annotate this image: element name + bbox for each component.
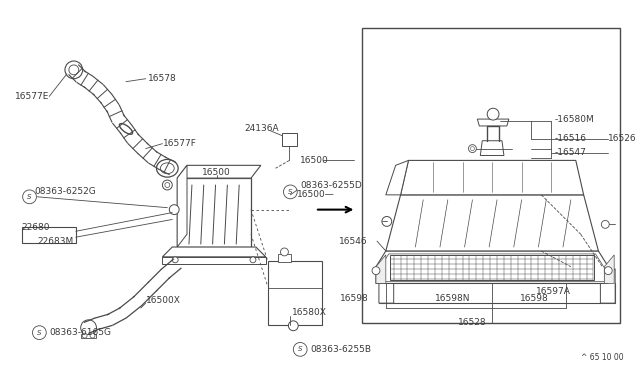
Polygon shape: [177, 165, 187, 247]
Circle shape: [293, 343, 307, 356]
Ellipse shape: [157, 160, 178, 177]
Text: 08363-6255B: 08363-6255B: [310, 345, 371, 354]
Circle shape: [170, 205, 179, 215]
Ellipse shape: [120, 124, 132, 134]
Text: S: S: [28, 194, 32, 200]
Circle shape: [604, 267, 612, 275]
Circle shape: [163, 180, 172, 190]
Polygon shape: [376, 255, 386, 283]
Circle shape: [22, 190, 36, 204]
Polygon shape: [379, 283, 615, 303]
Text: 08363-6255D: 08363-6255D: [300, 180, 362, 189]
Polygon shape: [376, 251, 608, 283]
Text: 16500X: 16500X: [146, 296, 180, 305]
Polygon shape: [163, 257, 266, 264]
Text: 16578: 16578: [148, 74, 177, 83]
Bar: [268, 261, 322, 325]
Polygon shape: [379, 269, 394, 303]
Text: -16580M: -16580M: [554, 115, 594, 124]
Circle shape: [470, 147, 474, 151]
Polygon shape: [282, 133, 297, 146]
Text: ^ 65 10 00: ^ 65 10 00: [580, 353, 623, 362]
Circle shape: [165, 183, 170, 187]
Polygon shape: [177, 178, 251, 247]
Bar: [278, 254, 291, 262]
Polygon shape: [177, 165, 261, 178]
Circle shape: [81, 320, 97, 336]
Bar: [390, 255, 595, 280]
Polygon shape: [401, 160, 584, 195]
Text: 16580X: 16580X: [292, 308, 327, 317]
Circle shape: [33, 326, 46, 340]
Polygon shape: [386, 160, 408, 195]
Text: 16577E: 16577E: [15, 92, 49, 101]
Polygon shape: [81, 334, 97, 337]
Circle shape: [69, 65, 79, 75]
Text: 16597A: 16597A: [536, 287, 572, 296]
Circle shape: [372, 267, 380, 275]
Polygon shape: [600, 269, 615, 303]
Polygon shape: [163, 247, 266, 257]
Circle shape: [250, 257, 256, 263]
Circle shape: [82, 333, 87, 338]
Text: 22680: 22680: [22, 223, 50, 232]
Text: 08363-6252G: 08363-6252G: [35, 187, 96, 196]
Text: 16500—: 16500—: [297, 190, 335, 199]
Circle shape: [90, 333, 95, 338]
Polygon shape: [480, 141, 504, 155]
Circle shape: [382, 217, 392, 226]
Circle shape: [602, 221, 609, 228]
Circle shape: [172, 257, 178, 263]
Bar: [362, 28, 620, 323]
Circle shape: [289, 321, 298, 331]
Bar: [22, 227, 76, 243]
Text: 16500: 16500: [202, 168, 231, 177]
Text: 16528: 16528: [458, 318, 487, 327]
Circle shape: [468, 145, 476, 153]
Text: S: S: [288, 189, 292, 195]
Text: 16598N: 16598N: [435, 294, 470, 303]
Circle shape: [280, 248, 289, 256]
Polygon shape: [380, 254, 604, 282]
Circle shape: [284, 185, 297, 199]
Text: 16526: 16526: [608, 134, 637, 143]
Text: 16598: 16598: [520, 294, 548, 303]
Text: 22683M: 22683M: [37, 237, 74, 246]
Text: 16598: 16598: [340, 294, 369, 303]
Polygon shape: [604, 255, 614, 283]
Polygon shape: [477, 119, 509, 126]
Text: -16547: -16547: [554, 148, 586, 157]
Circle shape: [487, 108, 499, 120]
Text: S: S: [298, 346, 303, 352]
Circle shape: [65, 61, 83, 79]
Text: 16577F: 16577F: [163, 139, 197, 148]
Polygon shape: [386, 195, 598, 251]
Text: -16516: -16516: [554, 134, 586, 143]
Text: 16546: 16546: [339, 237, 367, 246]
Text: 08363-6165G: 08363-6165G: [49, 328, 111, 337]
Text: S: S: [37, 330, 42, 336]
Ellipse shape: [161, 163, 174, 174]
Text: 16500: 16500: [300, 156, 329, 165]
Text: 24136A: 24136A: [244, 124, 278, 134]
